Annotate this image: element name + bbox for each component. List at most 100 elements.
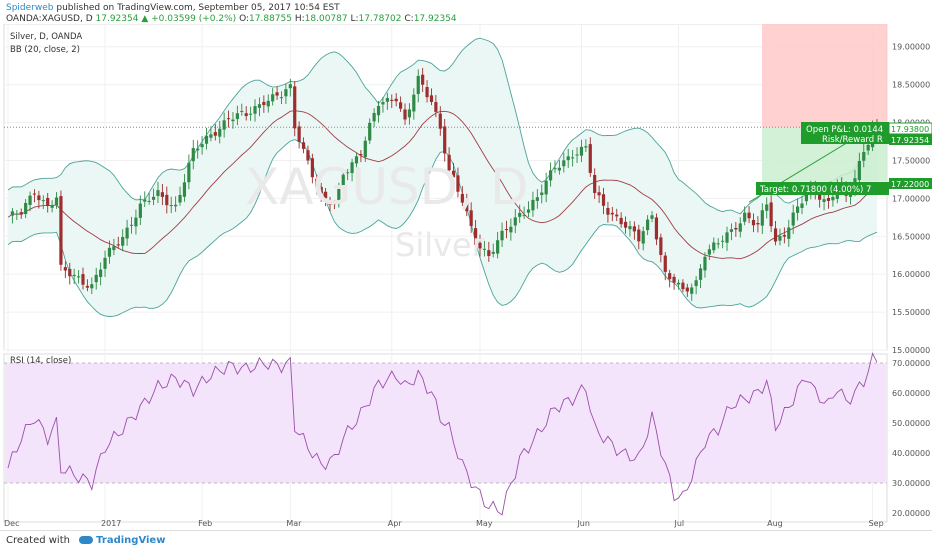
candle (800, 195, 804, 215)
candle (94, 267, 98, 290)
candle-body (68, 268, 72, 277)
bb-basis (7, 110, 878, 260)
candle (346, 168, 350, 181)
candle-body (654, 217, 659, 240)
publish-line: Spiderweb published on TradingView.com, … (6, 3, 926, 14)
candle-body (456, 175, 460, 192)
candle (235, 105, 239, 126)
candle-body (473, 228, 478, 245)
candle-body (694, 280, 698, 287)
candle (460, 186, 464, 207)
candle (398, 96, 403, 112)
candle-body (363, 140, 367, 158)
candle-body (253, 106, 257, 114)
candle-body (332, 203, 337, 205)
price-tick-label: 17.00000 (892, 194, 930, 203)
chart-canvas[interactable]: 19.0000018.5000018.0000017.5000017.00000… (0, 24, 932, 530)
candle (513, 209, 517, 234)
candle-body (729, 229, 734, 232)
candle-body (765, 204, 769, 211)
candle (19, 208, 23, 219)
time-tick-label: Mar (286, 519, 302, 528)
candle (416, 69, 420, 103)
candlesticks[interactable] (10, 67, 879, 301)
candle-body (129, 224, 134, 226)
candle (672, 273, 676, 290)
candle-body (204, 135, 209, 144)
candle (787, 219, 791, 247)
candle (350, 158, 354, 182)
candle (301, 137, 306, 154)
pnl-label[interactable]: Open P&L: 0.0144 Risk/Reward R (801, 122, 889, 145)
time-tick-label: Sep (869, 519, 884, 528)
created-with-text: Created with (6, 535, 70, 546)
candle-body (147, 200, 151, 202)
candle-body (597, 192, 601, 196)
candle (407, 103, 412, 125)
candle (571, 149, 575, 167)
candle (469, 202, 473, 233)
candle (204, 127, 209, 150)
candle-body (615, 214, 619, 217)
author-link[interactable]: Spiderweb (6, 3, 54, 13)
footer: Created with TradingView (0, 530, 932, 550)
candle (284, 83, 288, 105)
candle-body (800, 203, 804, 208)
legend-bb[interactable]: BB (20, close, 2) (10, 45, 80, 55)
candle (641, 226, 645, 251)
candle-body (738, 223, 742, 232)
candle-body (650, 215, 654, 219)
candle-body (315, 178, 319, 187)
candle (200, 135, 204, 155)
candle (548, 162, 553, 187)
candle (59, 190, 63, 271)
candle-body (513, 217, 517, 226)
candle (619, 212, 623, 228)
price-tick-label: 18.50000 (892, 81, 930, 90)
candle (279, 91, 284, 105)
candle-body (301, 142, 306, 149)
candle-body (571, 157, 575, 159)
time-tick-label: Jun (576, 519, 590, 528)
candle-body (81, 274, 85, 285)
target-label[interactable]: Target: 0.71800 (4.00%) 7 (756, 182, 889, 195)
candle-body (103, 257, 107, 269)
price-tick-label: 17.50000 (892, 156, 930, 165)
candle-body (156, 190, 160, 197)
candle (597, 185, 601, 203)
candle-body (324, 191, 328, 199)
candle-body (425, 86, 429, 98)
candle-body (478, 242, 482, 249)
candle-body (266, 100, 270, 107)
tradingview-link[interactable]: TradingView (96, 535, 166, 546)
time-tick-label: 2017 (101, 519, 121, 528)
legend-rsi[interactable]: RSI (14, close) (10, 356, 71, 366)
candle-body (99, 269, 103, 277)
candle (28, 191, 32, 212)
candle (81, 267, 85, 290)
candle (72, 268, 76, 285)
candle-body (240, 110, 244, 112)
candle (116, 236, 120, 249)
candle (610, 206, 614, 222)
candle-body (37, 195, 41, 201)
candle (363, 136, 367, 163)
candle (496, 231, 500, 259)
candle-body (632, 226, 636, 232)
candle (482, 240, 487, 257)
candle (473, 220, 478, 253)
candle (703, 252, 707, 278)
candle (465, 193, 469, 217)
candle-body (200, 144, 204, 148)
symbol-label[interactable]: OANDA:XAGUSD, D (6, 14, 93, 24)
candle (306, 145, 310, 165)
rsi-tick-label: 50.00000 (892, 419, 930, 428)
candle-body (10, 211, 15, 216)
candle-body (19, 212, 23, 215)
candle (646, 215, 650, 236)
candle-body (85, 285, 90, 288)
candle (712, 237, 716, 254)
legend-symbol[interactable]: Silver, D, OANDA (10, 32, 82, 42)
candle (341, 171, 345, 194)
candle-body (116, 244, 120, 246)
